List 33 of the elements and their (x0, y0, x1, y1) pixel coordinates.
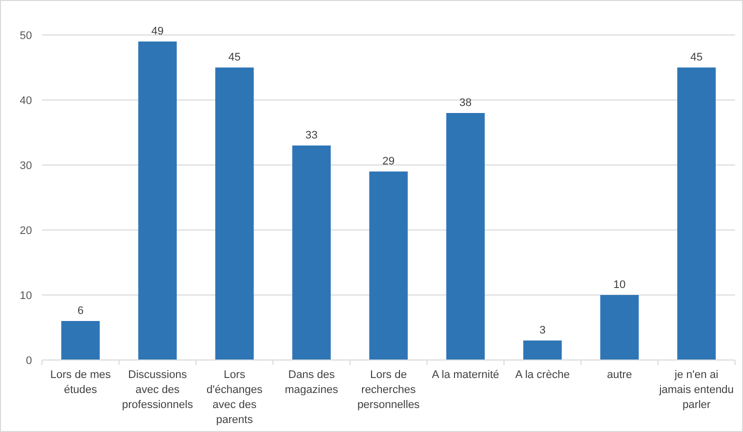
data-label: 33 (305, 130, 318, 142)
data-label: 29 (382, 156, 395, 168)
data-label: 10 (613, 279, 626, 291)
data-label: 38 (459, 97, 472, 109)
bar (61, 321, 100, 360)
bar (138, 42, 177, 360)
bar (600, 295, 639, 360)
bar (446, 113, 485, 360)
x-tick-label: A la maternité (432, 369, 500, 381)
x-tick-label: Lors d'échanges avec des parents (206, 369, 263, 426)
data-label: 6 (77, 305, 84, 317)
x-tick-label: je n'en ai jamais entendu parler (658, 369, 734, 411)
data-label: 49 (151, 26, 164, 38)
data-label: 45 (690, 52, 703, 64)
y-tick-label: 40 (20, 94, 32, 107)
x-tick-label: Lors de mes études (50, 369, 112, 396)
data-label: 45 (228, 52, 241, 64)
bar (523, 340, 562, 360)
bar (369, 172, 408, 360)
x-tick-label: A la crèche (515, 369, 570, 381)
bar (215, 68, 254, 360)
y-tick-label: 30 (20, 160, 32, 172)
bar (677, 68, 716, 360)
x-tick-label: autre (606, 369, 632, 381)
y-tick-label: 20 (20, 224, 32, 237)
data-label: 3 (539, 324, 546, 336)
y-tick-label: 50 (20, 30, 32, 42)
x-tick-label: Lors de recherches personnelles (357, 369, 420, 411)
x-tick-label: Dans des magazines (284, 369, 339, 396)
y-tick-label: 0 (26, 354, 32, 367)
bar (292, 146, 331, 360)
y-tick-label: 10 (20, 290, 32, 302)
x-tick-label: Discussions avec des professionnels (122, 369, 194, 411)
